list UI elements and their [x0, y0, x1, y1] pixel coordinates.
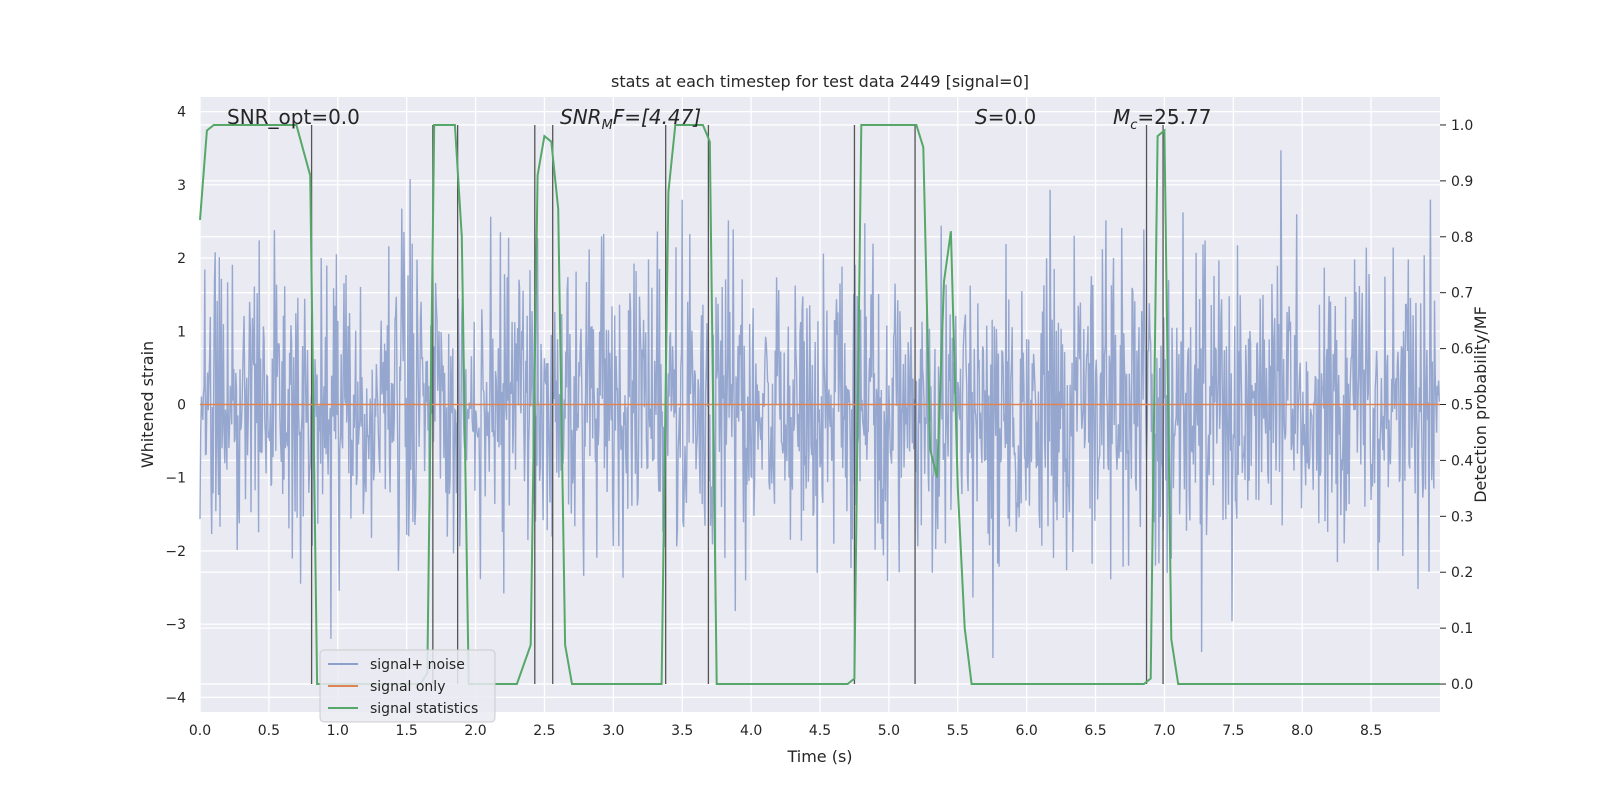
annotation-mc-rest: =25.77	[1137, 105, 1211, 129]
y2-tick-label: 0.3	[1451, 509, 1473, 525]
y2-tick-label: 0.6	[1451, 342, 1473, 358]
annotation-s-var: S	[975, 105, 988, 129]
x-tick-label: 3.5	[671, 723, 693, 739]
annotation-snr-mf: SNRMF=[4.47]	[560, 105, 701, 133]
annotation-mc-sub: c	[1130, 118, 1137, 133]
y-tick-label: 2	[177, 251, 186, 267]
y2-tick-label: 1.0	[1451, 118, 1473, 134]
x-tick-label: 0.0	[189, 723, 211, 739]
annotation-snr-mf-sub: M	[602, 118, 613, 133]
noise-series	[199, 150, 1440, 659]
y2-tick-label: 0.1	[1451, 621, 1473, 637]
annotation-snr-mf-main: SNR	[560, 105, 602, 129]
x-tick-label: 2.0	[464, 723, 486, 739]
x-tick-label: 6.0	[1016, 723, 1038, 739]
x-tick-label: 6.5	[1084, 723, 1106, 739]
y2-tick-label: 0.5	[1451, 398, 1473, 414]
y2-axis-label: Detection probability/MF	[1471, 306, 1490, 503]
x-tick-label: 3.0	[602, 723, 624, 739]
y-tick-label: −1	[165, 471, 186, 487]
y2-tick-label: 0.0	[1451, 677, 1473, 693]
annotation-s: S=0.0	[975, 105, 1036, 129]
x-tick-label: 5.0	[878, 723, 900, 739]
x-tick-label: 0.5	[258, 723, 280, 739]
y-tick-label: −4	[165, 690, 186, 706]
legend-label: signal+ noise	[370, 657, 465, 673]
y-tick-label: 0	[177, 398, 186, 414]
legend-box	[319, 649, 496, 723]
chart-title: stats at each timestep for test data 244…	[611, 72, 1029, 91]
y-axis-label: Whitened strain	[138, 341, 157, 468]
legend: signal+ noise signal only signal statistic…	[319, 649, 496, 723]
y2-tick-label: 0.4	[1451, 453, 1473, 469]
x-axis-label: Time (s)	[786, 747, 852, 766]
x-tick-label: 1.5	[396, 723, 418, 739]
annotation-mc: Mc=25.77	[1113, 105, 1211, 133]
x-tick-label: 8.5	[1360, 723, 1382, 739]
y-tick-label: −2	[165, 544, 186, 560]
y2-tick-label: 0.8	[1451, 230, 1473, 246]
x-tick-label: 7.0	[1153, 723, 1175, 739]
x-tick-label: 8.0	[1291, 723, 1313, 739]
x-tick-label: 4.5	[809, 723, 831, 739]
annotation-snr-opt: SNR_opt=0.0	[227, 105, 360, 129]
ticks: 0.0 0.5 1.0 1.5 2.0 2.5 3.0 3.5 4.0 4.5 5.0 5.5 6.0 6…	[165, 105, 1473, 739]
x-tick-label: 7.5	[1222, 723, 1244, 739]
annotation-s-rest: =0.0	[988, 105, 1037, 129]
y-tick-label: −3	[165, 617, 186, 633]
x-tick-label: 4.0	[740, 723, 762, 739]
annotation-snr-mf-rest: F=[4.47]	[613, 105, 701, 129]
legend-label: signal statistics	[370, 701, 478, 717]
legend-label: signal only	[370, 679, 445, 695]
y-tick-label: 3	[177, 178, 186, 194]
x-tick-label: 2.5	[533, 723, 555, 739]
y-tick-label: 1	[177, 324, 186, 340]
series-signal-noise	[199, 150, 1440, 659]
y2-tick-label: 0.7	[1451, 286, 1473, 302]
annotation-mc-main: M	[1113, 105, 1130, 129]
y2-tick-label: 0.2	[1451, 565, 1473, 581]
y-tick-label: 4	[177, 105, 186, 121]
y2-tick-label: 0.9	[1451, 174, 1473, 190]
x-tick-label: 1.0	[327, 723, 349, 739]
x-tick-label: 5.5	[947, 723, 969, 739]
